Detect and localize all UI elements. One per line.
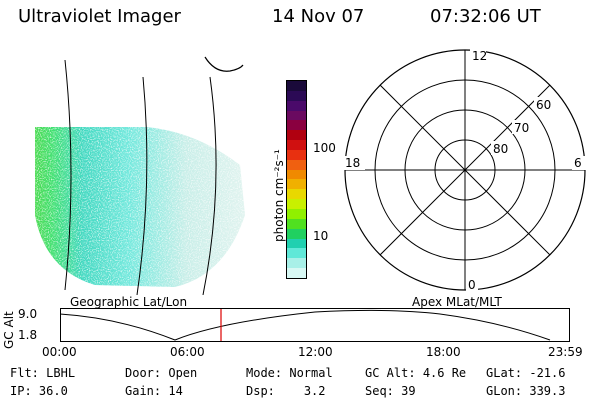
status-flt: Flt: LBHL (10, 366, 76, 380)
x-tick-1800: 18:00 (426, 345, 461, 359)
colorbar-swatch (287, 248, 306, 259)
colorbar-swatch (287, 140, 306, 150)
x-tick-1200: 12:00 (298, 345, 333, 359)
lat-label-70: 70 (514, 121, 529, 135)
status-mode: Mode: Normal (246, 366, 333, 380)
colorbar-swatch (287, 218, 306, 229)
colorbar-swatch (287, 258, 306, 269)
colorbar-swatch (287, 130, 306, 141)
colorbar-unit-label: photon cm⁻²s⁻¹ (272, 149, 286, 242)
y-tick-max: 9.0 (18, 307, 38, 321)
status-ip: IP: 36.0 (10, 384, 68, 398)
colorbar-swatch (287, 159, 306, 170)
x-tick-0600: 06:00 (170, 345, 205, 359)
colorbar-swatch (287, 81, 306, 91)
geographic-label: Geographic Lat/Lon (70, 295, 188, 309)
colorbar-swatch (287, 199, 306, 209)
colorbar-tick-10: 10 (313, 229, 329, 243)
mlt-label-12: 12 (472, 49, 487, 63)
polar-plot: 12 18 6 0 60 70 80 (343, 48, 586, 292)
colorbar-tick-100: 100 (313, 141, 336, 155)
status-gain: Gain: 14 (125, 384, 183, 398)
instrument-title: Ultraviolet Imager (18, 6, 181, 27)
status-door: Door: Open (125, 366, 198, 380)
colorbar-swatch (287, 208, 306, 219)
colorbar-swatch (287, 100, 306, 111)
mlt-label-6: 6 (574, 156, 582, 170)
y-tick-min: 1.8 (18, 328, 38, 342)
colorbar-swatch (287, 120, 306, 131)
lat-label-80: 80 (493, 142, 508, 156)
lat-label-60: 60 (536, 98, 551, 112)
status-seq: Seq: 39 (365, 384, 416, 398)
status-gc-alt: GC Alt: 4.6 Re (365, 366, 467, 380)
colorbar-swatch (287, 238, 306, 249)
colorbar-swatch (287, 189, 306, 200)
x-tick-0000: 00:00 (42, 345, 77, 359)
time-label: 07:32:06 UT (430, 6, 541, 27)
uv-image-panel (35, 56, 245, 295)
colorbar-swatch (287, 179, 306, 190)
gc-alt-axis-title: GC Alt (2, 311, 16, 349)
status-dsp: Dsp: 3.2 (246, 384, 326, 398)
colorbar-swatch (287, 90, 306, 101)
mlt-label-18: 18 (345, 156, 360, 170)
status-glat: GLat: -21.6 (486, 366, 566, 380)
apex-label: Apex MLat/MLT (412, 295, 502, 309)
x-tick-2359: 23:59 (548, 345, 583, 359)
orbit-altitude-plot (60, 308, 570, 342)
colorbar-swatch (287, 228, 306, 239)
date-label: 14 Nov 07 (272, 6, 365, 27)
colorbar-swatch (287, 169, 306, 180)
colorbar-swatch (287, 268, 306, 278)
mlt-label-0: 0 (468, 278, 476, 292)
color-bar (286, 80, 307, 279)
status-glon: GLon: 339.3 (486, 384, 566, 398)
colorbar-swatch (287, 149, 306, 160)
colorbar-swatch (287, 110, 306, 121)
